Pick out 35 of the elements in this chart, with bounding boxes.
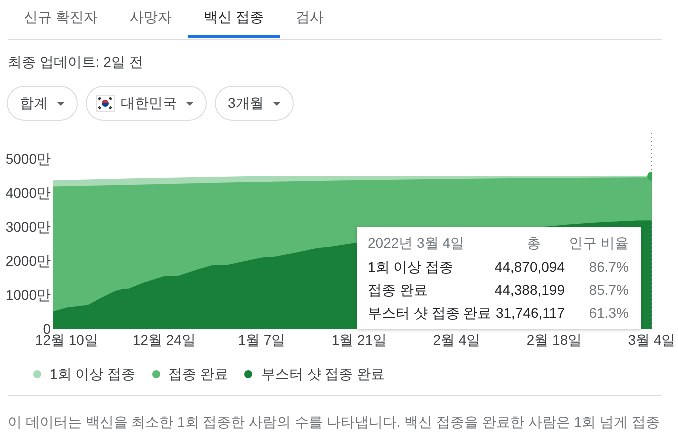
text: 검사 <box>296 9 324 25</box>
text: 1회 이상 접종 <box>368 259 454 275</box>
text: 이 데이터는 백신을 최소한 1회 접종한 사람의 수를 나타냅니다. 백신 접종을 완료한 사람은 1회 넘게 접종 <box>8 414 660 430</box>
x-tick-label: 2월 4일 <box>433 332 481 348</box>
y-tick-label: 4000만 <box>6 184 51 201</box>
annotation: 총 <box>527 235 541 251</box>
legend-label: 부스터 샷 접종 완료 <box>261 366 386 382</box>
text: 사망자 <box>130 9 172 25</box>
text: 신규 확진자 <box>24 9 98 25</box>
x-tick-label: 1월 21일 <box>332 332 388 348</box>
y-tick-label: 2000만 <box>6 252 51 269</box>
y-tick-label: 1000만 <box>6 286 51 303</box>
legend-label: 접종 완료 <box>168 366 228 382</box>
annotation: 85.7% <box>589 282 629 298</box>
x-tick-label: 12월 24일 <box>132 332 196 348</box>
dropdown-button: 3개월 <box>215 86 294 121</box>
y-tick-label: 3000만 <box>6 218 51 235</box>
dropdown-button: 대한민국 <box>86 86 207 121</box>
text: 부스터 샷 접종 완료 <box>368 305 492 321</box>
x-tick-label: 2월 18일 <box>526 332 582 348</box>
chart-subtitle: 최종 업데이트: 2일 전 <box>8 54 144 70</box>
text: 접종 완료 <box>368 282 428 298</box>
annotation: 44,870,094 <box>494 259 565 275</box>
legend-label: 1회 이상 접종 <box>50 366 136 382</box>
annotation: 86.7% <box>589 259 629 275</box>
text: 백신 접종 <box>204 9 264 25</box>
x-tick-label: 3월 4일 <box>628 332 676 348</box>
y-tick-label: 5000만 <box>6 150 51 167</box>
annotation: 인구 비율 <box>569 235 629 251</box>
annotation: 61.3% <box>589 305 629 321</box>
x-tick-label: 1월 7일 <box>238 332 286 348</box>
annotation: 2022년 3월 4일 <box>368 235 464 251</box>
annotation: 31,746,117 <box>496 305 565 321</box>
dropdown-button: 합계 <box>7 86 78 121</box>
annotation: 44,388,199 <box>494 282 565 298</box>
